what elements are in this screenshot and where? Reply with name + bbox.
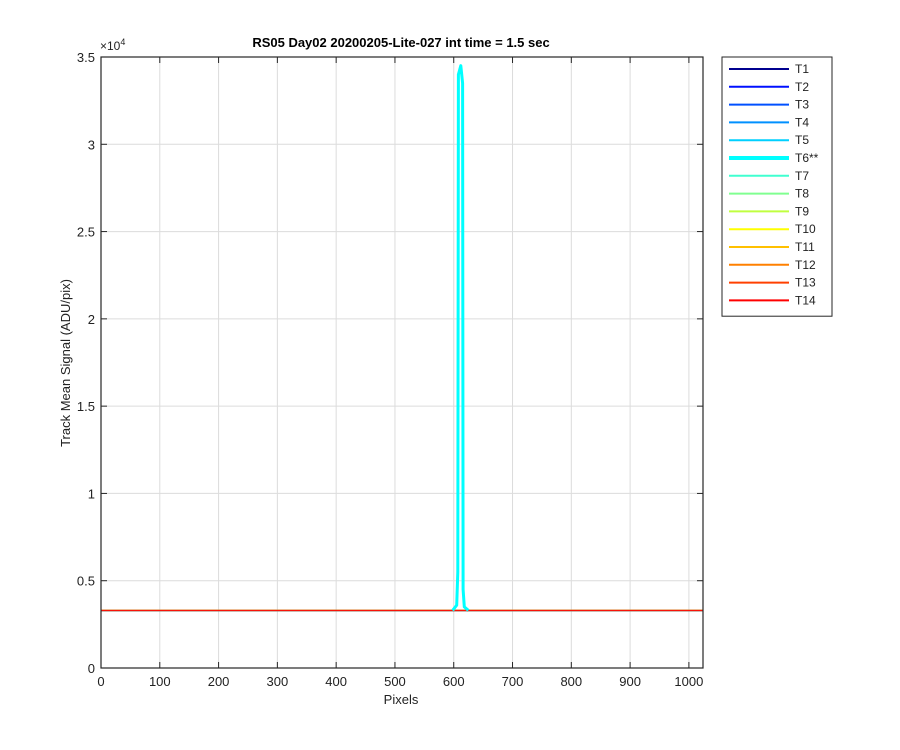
y-tick-label: 1	[88, 486, 95, 501]
x-tick-label: 400	[325, 674, 347, 689]
y-axis-label: Track Mean Signal (ADU/pix)	[58, 279, 73, 447]
legend-entry-label: T1	[795, 62, 809, 76]
y-axis-exponent-power: 4	[120, 37, 125, 47]
legend-entry-label: T6**	[795, 151, 819, 165]
y-tick-label: 0	[88, 661, 95, 676]
y-tick-label: 2.5	[77, 225, 95, 240]
chart-title: RS05 Day02 20200205-Lite-027 int time = …	[252, 35, 549, 50]
legend-entry-label: T3	[795, 98, 809, 112]
x-tick-label: 800	[560, 674, 582, 689]
series-peak-t6	[451, 64, 470, 612]
y-axis-exponent-base: ×10	[100, 39, 121, 53]
x-tick-label: 200	[208, 674, 230, 689]
y-tick-label: 1.5	[77, 399, 95, 414]
x-tick-label: 100	[149, 674, 171, 689]
y-tick-label: 0.5	[77, 574, 95, 589]
legend-entry-label: T4	[795, 115, 809, 129]
plot-area: 0 100 200 300 400 500 600 700 800 900 1000 0 0.5 1 1.5…	[77, 50, 704, 689]
legend-box	[721, 56, 833, 317]
y-tick-label: 3	[88, 137, 95, 152]
legend-entry-label: T5	[795, 133, 809, 147]
legend-entry-label: T11	[795, 240, 815, 254]
x-tick-label: 700	[502, 674, 524, 689]
x-tick-label: 0	[97, 674, 104, 689]
x-tick-label: 1000	[674, 674, 703, 689]
legend-entry-label: T10	[795, 222, 816, 236]
y-axis-exponent: ×104	[100, 37, 125, 53]
legend-entry-label: T2	[795, 80, 809, 94]
legend-entry-label: T14	[795, 293, 816, 307]
legend-entry-label: T13	[795, 276, 816, 290]
y-tick-label: 2	[88, 312, 95, 327]
x-tick-label: 600	[443, 674, 465, 689]
x-tick-label: 300	[267, 674, 289, 689]
legend-entry-label: T8	[795, 187, 809, 201]
axes-box	[100, 56, 704, 669]
x-axis-label: Pixels	[384, 692, 419, 707]
x-tick-label: 500	[384, 674, 406, 689]
legend-entry-label: T9	[795, 204, 809, 218]
legend-entry-label: T12	[795, 258, 816, 272]
legend-entry-label: T7	[795, 169, 809, 183]
legend: T1 T2 T3 T4 T5 T6** T7 T8 T9 T10 T11 T12 T13 T14	[721, 56, 833, 317]
x-tick-label: 900	[619, 674, 641, 689]
y-tick-label: 3.5	[77, 50, 95, 65]
